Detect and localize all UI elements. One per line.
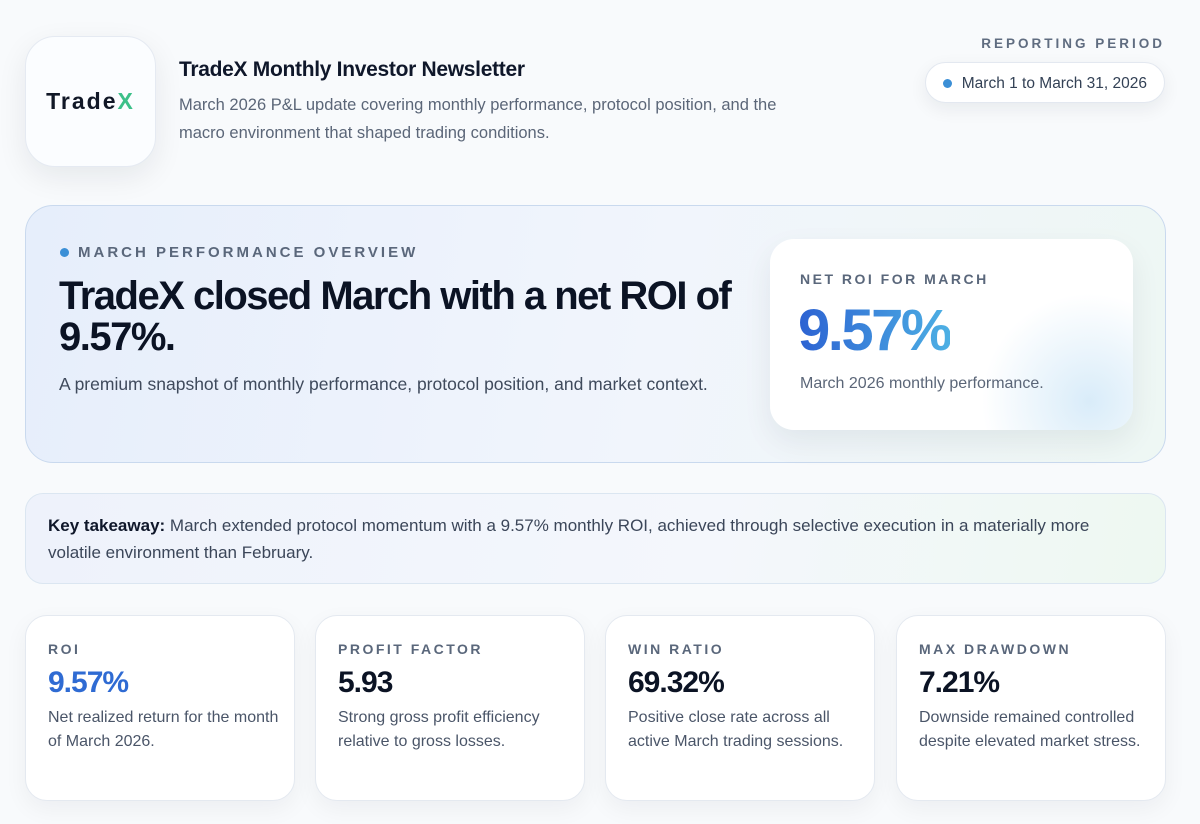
period-pill: March 1 to March 31, 2026 — [924, 62, 1165, 103]
status-dot — [942, 79, 952, 88]
hero-description: A premium snapshot of monthly performanc… — [59, 374, 708, 394]
metric-label: WIN RATIO — [628, 641, 725, 657]
logo-text: Trade — [46, 88, 118, 114]
highlight-label: NET ROI FOR MARCH — [800, 271, 989, 287]
metric-card: MAX DRAWDOWN 7.21% Downside remained con… — [896, 615, 1166, 801]
metric-description: Positive close rate across all active Ma… — [628, 709, 844, 750]
metric-card: WIN RATIO 69.32% Positive close rate acr… — [605, 615, 875, 801]
hero-eyebrow: MARCH PERFORMANCE OVERVIEW — [60, 244, 419, 261]
metric-description: Strong gross profit efficiency relative … — [338, 709, 540, 750]
highlight-caption: March 2026 monthly performance. — [800, 375, 1044, 392]
logo: Trade X — [25, 36, 156, 167]
highlight-card: NET ROI FOR MARCH 9.57% March 2026 month… — [770, 239, 1133, 430]
metric-card: PROFIT FACTOR 5.93 Strong gross profit e… — [315, 615, 585, 801]
metric-card: ROI 9.57% Net realized return for the mo… — [25, 615, 295, 801]
metric-label: PROFIT FACTOR — [338, 641, 484, 657]
period-value: March 1 to March 31, 2026 — [961, 75, 1147, 92]
eyebrow-dot — [60, 248, 69, 257]
highlight-value: 9.57% — [798, 298, 952, 363]
metric-label: ROI — [48, 641, 81, 657]
period-label: REPORTING PERIOD — [981, 36, 1165, 51]
metric-value: 7.21% — [919, 666, 1000, 699]
metric-value: 5.93 — [338, 666, 393, 699]
newsletter-title: TradeX Monthly Investor Newsletter — [179, 58, 525, 81]
takeaway-label: Key takeaway: — [48, 516, 166, 535]
eyebrow-text: MARCH PERFORMANCE OVERVIEW — [78, 244, 419, 261]
takeaway: Key takeaway: March extended protocol mo… — [25, 493, 1166, 584]
metric-description: Net realized return for the month of Mar… — [48, 709, 279, 750]
takeaway-text: March extended protocol momentum with a … — [48, 516, 1090, 562]
newsletter-subtitle: March 2026 P&L update covering monthly p… — [179, 96, 777, 142]
metric-value: 69.32% — [628, 666, 725, 699]
logo-accent: X — [117, 88, 135, 114]
metric-value: 9.57% — [48, 666, 129, 699]
metric-description: Downside remained controlled despite ele… — [919, 709, 1141, 750]
hero-headline: TradeX closed March with a net ROI of 9.… — [59, 274, 732, 359]
hero-card: MARCH PERFORMANCE OVERVIEW TradeX closed… — [25, 205, 1166, 463]
metric-label: MAX DRAWDOWN — [919, 641, 1072, 657]
